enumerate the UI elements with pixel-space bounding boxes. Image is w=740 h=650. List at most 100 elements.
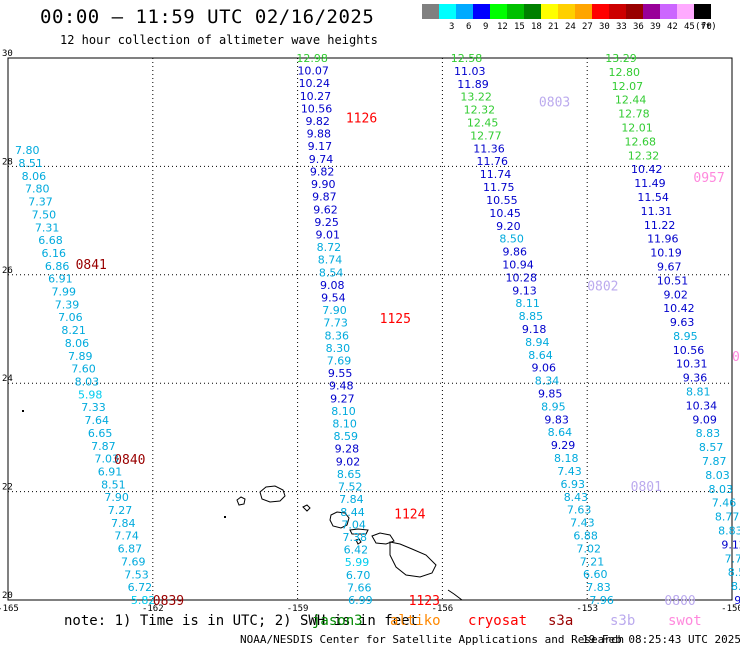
- legend-label: 15: [514, 22, 525, 32]
- wave-height-value: 12.32: [628, 149, 660, 162]
- pass-time-label: 0840: [114, 453, 145, 468]
- wave-height-value: 13.22: [460, 91, 492, 104]
- wave-height-value: 11.31: [641, 205, 673, 218]
- wave-height-value: 9.88: [307, 128, 332, 141]
- wave-height-value: 6.16: [42, 247, 67, 260]
- wave-height-value: 8.06: [65, 337, 90, 350]
- footer-note: note: 1) Time is in UTC; 2) SWH is in fe…: [64, 613, 419, 629]
- legend-swatch: [575, 4, 592, 19]
- wave-height-value: 11.75: [483, 181, 515, 194]
- wave-height-value: 5.98: [78, 388, 103, 401]
- pass-time-label: 1126: [346, 112, 377, 127]
- satellite-label: altiko: [390, 613, 441, 629]
- lon-tick-label: -156: [432, 604, 454, 614]
- pass-time-label: 09: [732, 350, 740, 365]
- wave-height-value: 7.96: [589, 594, 614, 607]
- wave-height-value: 8.77: [715, 511, 740, 524]
- wave-height-value: 12.32: [464, 104, 496, 117]
- wave-height-value: 9.29: [551, 439, 576, 452]
- wave-height-value: 6.72: [128, 581, 153, 594]
- wave-height-value: 7.80: [15, 144, 40, 157]
- wave-height-value: 7.43: [570, 517, 595, 530]
- map-title: 00:00 – 11:59 UTC 02/16/2025: [40, 6, 375, 28]
- wave-height-value: 7.73: [323, 317, 348, 330]
- island-outline: [355, 538, 362, 545]
- wave-height-value: 10.07: [297, 65, 329, 78]
- wave-height-value: 9.20: [496, 220, 521, 233]
- pass-time-label: 0839: [153, 594, 184, 609]
- wave-height-value: 9.85: [538, 388, 563, 401]
- wave-height-value: 7.99: [51, 286, 76, 299]
- wave-height-value: 7.69: [121, 555, 146, 568]
- wave-height-value: 7.84: [111, 517, 136, 530]
- legend-label: 24: [565, 22, 576, 32]
- legend-swatch: [541, 4, 558, 19]
- wave-height-value: 9.63: [670, 316, 695, 329]
- wave-height-value: 7.74: [114, 530, 139, 543]
- wave-height-value: 8.95: [541, 400, 566, 413]
- wave-height-value: 7.90: [322, 304, 347, 317]
- legend-label: 12: [497, 22, 508, 32]
- pass-time-label: 0803: [539, 95, 570, 110]
- legend-swatch: [456, 4, 473, 19]
- wave-height-value: 7.69: [327, 355, 352, 368]
- wave-height-value: 7.27: [108, 504, 133, 517]
- wave-height-value: 8.57: [699, 441, 724, 454]
- wave-height-value: 6.93: [560, 478, 585, 491]
- legend-label: 70: [701, 22, 712, 32]
- wave-height-value: 11.96: [647, 233, 679, 246]
- wave-height-value: 7.06: [58, 311, 83, 324]
- wave-height-value: 7.38: [342, 531, 367, 544]
- pass-time-label: 0957: [693, 171, 724, 186]
- wave-height-value: 7.37: [28, 196, 53, 209]
- wave-height-value: 8.64: [548, 426, 573, 439]
- lat-tick-label: 20: [2, 591, 13, 601]
- legend-label: 36: [633, 22, 644, 32]
- wave-height-value: 8.74: [318, 254, 343, 267]
- wave-height-value: 9.82: [310, 165, 335, 178]
- wave-height-value: 12.68: [625, 135, 657, 148]
- wave-height-value: 8.44: [340, 506, 365, 519]
- wave-height-value: 9.18: [522, 323, 547, 336]
- legend-label: 30: [599, 22, 610, 32]
- wave-height-value: 10.42: [663, 302, 695, 315]
- wave-height-value: 11.22: [644, 219, 676, 232]
- wave-height-value: 6.68: [38, 234, 63, 247]
- legend-label: 27: [582, 22, 593, 32]
- wave-height-value: 8.65: [337, 468, 362, 481]
- legend-swatch: [694, 4, 711, 19]
- wave-height-value: 9.87: [312, 191, 337, 204]
- wave-height-value: 7.64: [85, 414, 110, 427]
- wave-height-value: 7.43: [557, 465, 582, 478]
- wave-height-value: 9.27: [330, 392, 355, 405]
- pass-time-label: 0801: [631, 480, 662, 495]
- wave-height-value: 7.89: [68, 350, 93, 363]
- pass-time-label: 1124: [394, 507, 425, 522]
- wave-height-value: 7.33: [81, 401, 106, 414]
- wave-height-value: 8.83: [718, 525, 740, 538]
- wave-height-value: 9.08: [320, 279, 345, 292]
- wave-height-value: 12.77: [470, 129, 502, 142]
- wave-height-value: 7.87: [702, 455, 727, 468]
- island-outline: [259, 485, 286, 503]
- wave-height-value: 12.58: [451, 52, 483, 65]
- wave-height-value: 7.87: [91, 440, 116, 453]
- wave-height-value: 6.42: [344, 544, 369, 557]
- wave-height-value: 13.29: [605, 52, 637, 65]
- legend-swatch: [439, 4, 456, 19]
- wave-height-value: 7.53: [124, 568, 149, 581]
- lon-tick-label: -162: [142, 604, 164, 614]
- island-dot: [224, 516, 226, 518]
- wave-height-value: 10.28: [505, 271, 537, 284]
- legend-unit: (ft): [695, 22, 717, 32]
- legend-swatch: [643, 4, 660, 19]
- wave-height-value: 9.36: [683, 372, 708, 385]
- wave-height-value: 7.21: [580, 555, 605, 568]
- wave-height-value: 8.51: [101, 478, 126, 491]
- wave-height-value: 12.78: [618, 108, 650, 121]
- island-outline: [371, 532, 395, 545]
- lon-tick-label: -150: [721, 604, 740, 614]
- island-outline: [349, 528, 369, 535]
- wave-height-value: 7.66: [347, 581, 372, 594]
